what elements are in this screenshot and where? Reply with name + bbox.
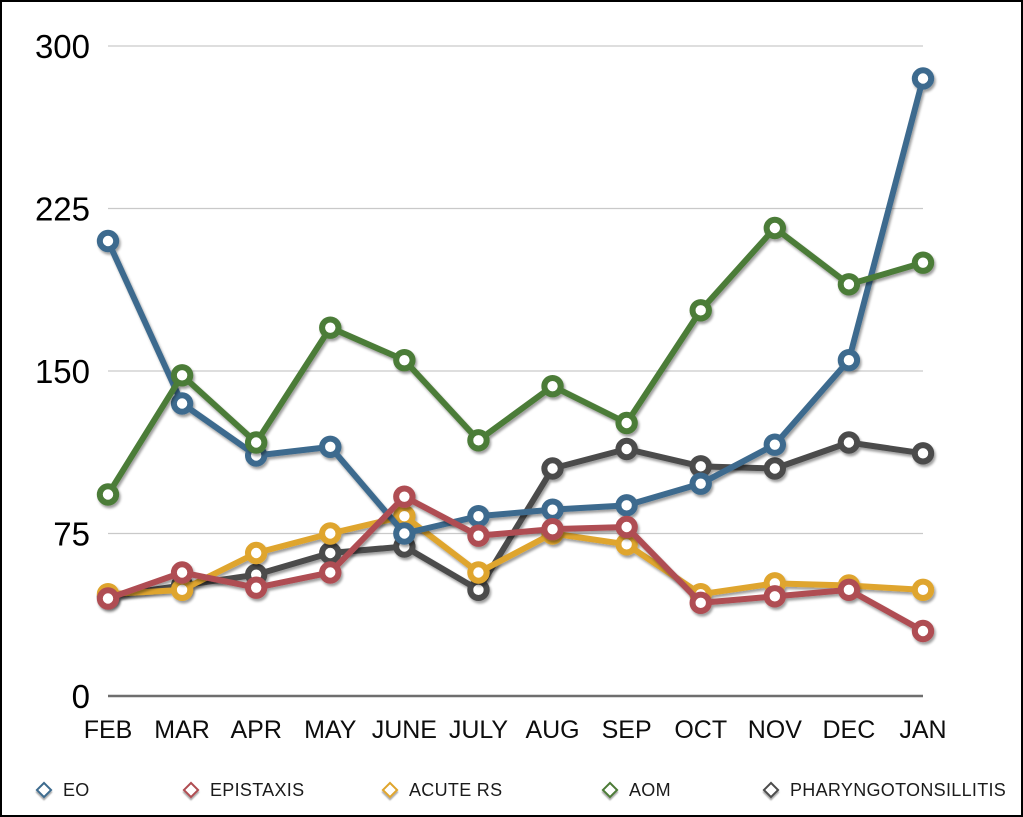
data-point-aom-mar xyxy=(170,364,194,387)
legend-item-pharyngotonsillitis: PHARYNGOTONSILLITIS xyxy=(762,773,1007,807)
data-point-aom-oct xyxy=(689,299,712,322)
legend-item-eo: EO xyxy=(35,773,90,807)
x-tick-label-nov: NOV xyxy=(748,716,803,744)
series-line-aom xyxy=(105,225,926,498)
data-point-eo-sep xyxy=(615,494,638,517)
data-point-eo-dec xyxy=(837,348,861,372)
data-point-aom-july xyxy=(467,429,490,452)
data-point-epistaxis-mar xyxy=(170,561,194,584)
data-point-acute-rs-sep xyxy=(615,533,638,556)
legend-label-eo: EO xyxy=(63,779,90,800)
data-point-eo-nov xyxy=(763,433,787,456)
y-tick-label-75: 75 xyxy=(53,516,90,553)
data-point-acute-rs-mar xyxy=(170,578,194,602)
y-tick-label-0: 0 xyxy=(72,678,90,715)
data-point-aom-jan xyxy=(911,251,935,274)
legend-label-aom: AOM xyxy=(629,779,671,800)
data-point-pharyngotonsillitis-oct xyxy=(689,455,712,478)
chart-legend: EO EPISTAXIS ACUTE RS AOM PHARYNGOTONSILLITI… xyxy=(2,773,1021,807)
data-point-aom-dec xyxy=(837,273,861,296)
legend-diamond-icon-pharyngotonsillitis xyxy=(762,781,780,799)
data-point-epistaxis-feb xyxy=(96,587,120,610)
x-tick-label-aug: AUG xyxy=(525,716,579,744)
data-point-aom-apr xyxy=(244,431,268,454)
data-point-epistaxis-may xyxy=(319,561,342,584)
data-point-aom-feb xyxy=(96,483,120,506)
data-point-aom-aug xyxy=(541,374,564,398)
data-point-acute-rs-may xyxy=(319,522,342,545)
x-tick-label-sep: SEP xyxy=(602,716,652,744)
data-point-aom-june xyxy=(393,348,416,372)
data-point-pharyngotonsillitis-dec xyxy=(837,431,861,454)
x-tick-label-june: JUNE xyxy=(372,716,437,744)
data-point-aom-may xyxy=(319,316,342,339)
y-tick-label-300: 300 xyxy=(35,28,90,65)
legend-label-epistaxis: EPISTAXIS xyxy=(210,779,305,800)
series-epistaxis xyxy=(96,485,935,643)
legend-diamond-icon-eo xyxy=(35,781,53,799)
data-point-eo-feb xyxy=(96,229,120,253)
data-point-eo-may xyxy=(319,435,342,459)
data-point-epistaxis-apr xyxy=(244,576,268,599)
legend-diamond-icon-acute-rs xyxy=(381,781,399,799)
x-tick-label-may: MAY xyxy=(304,716,357,744)
data-point-eo-oct xyxy=(689,472,712,495)
data-point-epistaxis-july xyxy=(467,524,490,547)
legend-item-aom: AOM xyxy=(601,773,671,807)
data-point-pharyngotonsillitis-may xyxy=(319,541,342,565)
data-point-eo-june xyxy=(393,522,416,545)
legend-item-acute-rs: ACUTE RS xyxy=(381,773,503,807)
series-line-eo xyxy=(105,75,926,537)
data-point-eo-july xyxy=(467,504,490,528)
data-point-epistaxis-aug xyxy=(541,517,564,541)
y-tick-label-225: 225 xyxy=(35,191,90,228)
y-tick-label-150: 150 xyxy=(35,353,90,390)
legend-diamond-icon-aom xyxy=(601,781,619,799)
data-point-epistaxis-sep xyxy=(615,515,638,539)
x-tick-label-feb: FEB xyxy=(84,716,133,744)
series-acute-rs xyxy=(96,504,935,606)
x-tick-label-oct: OCT xyxy=(674,716,727,744)
line-chart: 0 75 150 225 300 FEB MAR APR MAY JUNE JULY AUG SEP OC… xyxy=(35,28,947,744)
data-point-epistaxis-dec xyxy=(837,578,861,602)
x-tick-label-jan: JAN xyxy=(899,716,946,744)
data-point-eo-mar xyxy=(170,392,194,415)
data-point-epistaxis-oct xyxy=(689,591,712,615)
data-point-pharyngotonsillitis-sep xyxy=(615,437,638,461)
data-point-epistaxis-june xyxy=(393,485,416,508)
x-tick-label-mar: MAR xyxy=(154,716,210,744)
data-point-acute-rs-july xyxy=(467,561,490,584)
series-line-epistaxis xyxy=(105,493,926,634)
data-point-pharyngotonsillitis-nov xyxy=(763,457,787,480)
data-point-acute-rs-jan xyxy=(911,578,935,602)
data-point-acute-rs-apr xyxy=(244,541,268,565)
data-point-epistaxis-nov xyxy=(763,585,787,608)
x-tick-label-july: JULY xyxy=(449,716,509,744)
data-point-epistaxis-jan xyxy=(911,619,935,643)
data-point-aom-nov xyxy=(763,216,787,240)
legend-label-acute-rs: ACUTE RS xyxy=(409,779,503,800)
legend-item-epistaxis: EPISTAXIS xyxy=(182,773,305,807)
data-point-pharyngotonsillitis-july xyxy=(467,578,490,602)
legend-label-pharyngotonsillitis: PHARYNGOTONSILLITIS xyxy=(790,779,1007,800)
data-point-aom-sep xyxy=(615,411,638,435)
data-point-acute-rs-june xyxy=(393,504,416,528)
data-point-eo-jan xyxy=(911,67,935,90)
data-point-pharyngotonsillitis-aug xyxy=(541,457,564,480)
series-line-pharyngotonsillitis xyxy=(105,439,926,600)
series-line-acute-rs xyxy=(105,513,926,598)
x-tick-label-dec: DEC xyxy=(823,716,876,744)
data-point-pharyngotonsillitis-jan xyxy=(911,442,935,465)
series-aom xyxy=(96,216,935,506)
x-tick-label-apr: APR xyxy=(230,716,281,744)
data-point-eo-aug xyxy=(541,498,564,521)
series-eo xyxy=(96,67,935,545)
legend-diamond-icon-epistaxis xyxy=(182,781,200,799)
